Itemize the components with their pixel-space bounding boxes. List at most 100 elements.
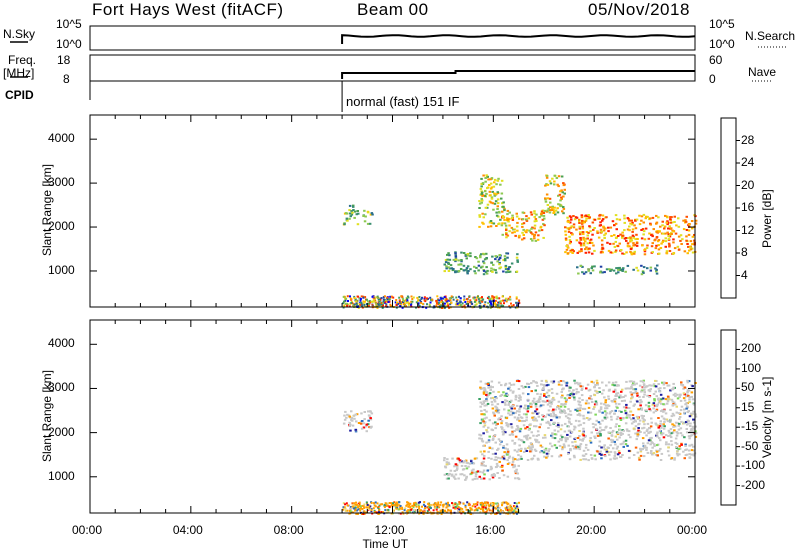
ground-cell bbox=[400, 295, 403, 298]
ground-cell bbox=[432, 509, 435, 512]
ground-cell bbox=[493, 506, 496, 509]
echo-cell bbox=[548, 211, 552, 214]
ground-cell bbox=[508, 508, 511, 511]
echo-cell bbox=[590, 380, 593, 383]
echo-cell bbox=[504, 382, 508, 385]
echo-cell bbox=[660, 415, 664, 418]
ground-cell bbox=[346, 304, 349, 307]
echo-cell bbox=[481, 221, 484, 224]
echo-cell bbox=[642, 415, 645, 418]
ground-cell bbox=[401, 306, 404, 309]
echo-cell bbox=[581, 438, 584, 441]
ground-cell bbox=[430, 298, 432, 301]
echo-cell bbox=[478, 202, 482, 205]
ground-cell bbox=[505, 300, 508, 303]
echo-cell bbox=[484, 213, 487, 216]
echo-cell bbox=[545, 174, 549, 177]
ground-cell bbox=[482, 506, 485, 509]
ground-scatter-velocity bbox=[342, 501, 520, 515]
echo-cell bbox=[535, 439, 539, 442]
echo-cell bbox=[615, 418, 619, 421]
echo-cell bbox=[635, 438, 638, 441]
echo-cell bbox=[619, 417, 622, 420]
echo-cell bbox=[685, 407, 688, 410]
echo-cell bbox=[457, 263, 460, 266]
echo-cell bbox=[571, 252, 574, 254]
echo-cell bbox=[584, 219, 588, 222]
echo-cell bbox=[564, 412, 567, 415]
ground-cell bbox=[428, 508, 431, 511]
echo-cell bbox=[511, 219, 515, 221]
echo-cell bbox=[502, 474, 506, 477]
echo-cell bbox=[546, 403, 550, 406]
echo-cell bbox=[685, 402, 688, 405]
echo-cell bbox=[566, 252, 570, 255]
echo-cell bbox=[506, 269, 510, 272]
echo-cell bbox=[578, 409, 582, 412]
echo-cell bbox=[554, 209, 558, 212]
echo-cell bbox=[584, 458, 588, 461]
echo-cell bbox=[466, 254, 470, 257]
ground-cell bbox=[461, 510, 464, 513]
echo-cell bbox=[596, 382, 599, 385]
echo-cell bbox=[489, 388, 492, 391]
echo-cell bbox=[555, 392, 559, 395]
ground-cell bbox=[517, 507, 519, 510]
echo-cell bbox=[496, 403, 500, 406]
echo-cell bbox=[668, 235, 672, 238]
echo-cell bbox=[599, 450, 602, 453]
echo-cell bbox=[552, 398, 556, 401]
echo-cell bbox=[650, 450, 653, 452]
echo-cell bbox=[686, 243, 689, 245]
echo-cell bbox=[581, 399, 584, 401]
echo-cell bbox=[679, 409, 683, 412]
echo-cell bbox=[547, 452, 550, 455]
echo-cell bbox=[655, 450, 659, 453]
echo-cell bbox=[499, 218, 502, 221]
echo-cell bbox=[587, 411, 590, 414]
ground-cell bbox=[410, 295, 413, 298]
echo-cell bbox=[649, 430, 652, 433]
echo-cell bbox=[594, 423, 597, 426]
echo-cell bbox=[482, 401, 486, 404]
freq-label: Freq. bbox=[8, 53, 37, 67]
ground-cell bbox=[398, 302, 401, 304]
echo-cell bbox=[629, 236, 632, 239]
echo-cell bbox=[656, 424, 660, 427]
echo-cell bbox=[641, 417, 644, 420]
echo-cell bbox=[589, 241, 592, 244]
echo-cell bbox=[673, 221, 676, 223]
echo-cell bbox=[663, 225, 667, 228]
ground-cell bbox=[395, 502, 397, 505]
echo-cell bbox=[649, 266, 653, 269]
echo-cell bbox=[545, 176, 549, 179]
echo-cell bbox=[676, 393, 679, 396]
ground-cell bbox=[437, 501, 440, 504]
echo-cell bbox=[548, 399, 551, 402]
echo-cell bbox=[497, 391, 500, 393]
echo-cell bbox=[533, 227, 536, 230]
ground-cell bbox=[395, 504, 398, 507]
echo-cell bbox=[542, 223, 545, 226]
echo-cell bbox=[660, 452, 664, 455]
echo-cell bbox=[573, 218, 577, 221]
echo-cell bbox=[525, 436, 528, 439]
echo-cell bbox=[671, 400, 675, 403]
x-axis-label: Time UT bbox=[362, 537, 409, 551]
echo-cell bbox=[497, 210, 501, 213]
echo-cell bbox=[677, 235, 681, 238]
echo-cell bbox=[686, 393, 689, 396]
ground-cell bbox=[477, 298, 480, 301]
echo-cell bbox=[549, 201, 552, 204]
echo-cell bbox=[503, 222, 507, 225]
ground-cell bbox=[500, 299, 503, 302]
echo-cell bbox=[667, 429, 671, 432]
echo-cell bbox=[501, 469, 504, 472]
ground-cell bbox=[363, 303, 366, 306]
echo-cell bbox=[685, 421, 688, 423]
ground-cell bbox=[496, 503, 499, 506]
echo-cell bbox=[693, 239, 696, 242]
echo-cell bbox=[564, 415, 568, 418]
ground-cell bbox=[472, 503, 475, 506]
echo-cell bbox=[354, 428, 357, 431]
